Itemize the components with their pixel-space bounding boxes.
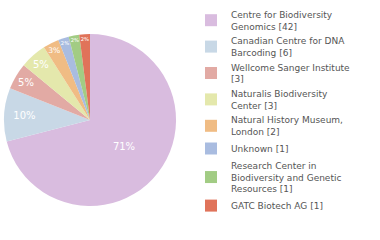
svg-text:Research Center inBiodiversity: Research Center inBiodiversity and Genet…	[231, 161, 341, 194]
svg-text:10%: 10%	[13, 110, 35, 121]
svg-text:71%: 71%	[113, 141, 135, 152]
svg-text:2%: 2%	[81, 36, 89, 42]
svg-text:Naturalis BiodiversityCenter [: Naturalis BiodiversityCenter [3]	[231, 89, 328, 111]
svg-text:5%: 5%	[33, 59, 49, 70]
svg-text:2%: 2%	[71, 37, 79, 43]
svg-text:Natural History Museum,London: Natural History Museum,London [2]	[231, 115, 343, 137]
svg-text:Canadian Centre for DNABarcodi: Canadian Centre for DNABarcoding [6]	[231, 36, 345, 58]
svg-text:Wellcome Sanger Institute[3]: Wellcome Sanger Institute[3]	[231, 63, 350, 85]
svg-text:3%: 3%	[48, 46, 60, 55]
svg-text:Unknown [1]: Unknown [1]	[231, 144, 288, 154]
svg-text:2%: 2%	[61, 40, 69, 46]
svg-text:5%: 5%	[18, 77, 34, 88]
svg-text:Centre for BiodiversityGenomic: Centre for BiodiversityGenomics [42]	[231, 10, 333, 32]
svg-text:GATC Biotech AG [1]: GATC Biotech AG [1]	[231, 201, 323, 211]
